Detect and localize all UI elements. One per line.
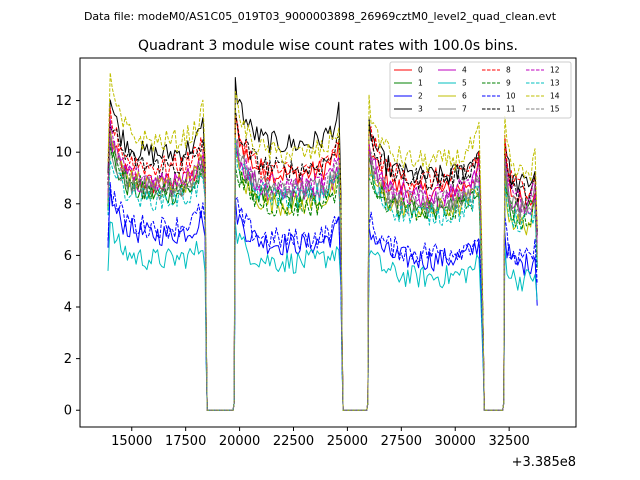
- series-line-12: [107, 118, 538, 411]
- legend-label-15: 15: [550, 105, 560, 114]
- y-tick-label: 8: [64, 197, 72, 212]
- x-tick-label: 25000: [327, 434, 368, 449]
- legend-label-4: 4: [462, 66, 467, 75]
- series-line-2: [107, 187, 538, 411]
- plot-series: [107, 72, 538, 411]
- plot-frame: [79, 57, 577, 428]
- y-tick-label: 12: [55, 94, 72, 109]
- series-line-10: [107, 182, 538, 411]
- legend-label-12: 12: [550, 66, 560, 75]
- legend-box: [389, 61, 572, 119]
- series-line-5: [107, 221, 538, 411]
- series-line-15: [107, 134, 538, 411]
- legend-label-10: 10: [506, 92, 516, 101]
- series-line-4: [107, 125, 538, 411]
- legend-label-3: 3: [418, 105, 423, 114]
- x-tick-label: 20000: [219, 434, 260, 449]
- series-line-13: [107, 137, 538, 411]
- x-tick-label: 22500: [273, 434, 314, 449]
- x-axis: 15000 17500 20000 22500 25000 27500 30000 32500: [111, 427, 530, 449]
- legend-label-6: 6: [462, 92, 467, 101]
- x-axis-offset-label: +3.385e8: [512, 455, 576, 470]
- x-tick-label: 17500: [165, 434, 206, 449]
- legend-label-13: 13: [550, 79, 560, 88]
- legend-label-14: 14: [550, 92, 560, 101]
- y-tick-label: 0: [64, 404, 72, 419]
- series-line-8: [107, 107, 538, 411]
- legend-label-2: 2: [418, 92, 423, 101]
- chart-title: Quadrant 3 module wise count rates with …: [138, 38, 518, 54]
- legend-label-1: 1: [418, 79, 423, 88]
- legend-label-8: 8: [506, 66, 511, 75]
- series-line-11: [107, 108, 538, 411]
- series-line-14: [107, 72, 538, 411]
- x-tick-label: 27500: [381, 434, 422, 449]
- x-tick-label: 32500: [488, 434, 529, 449]
- data-file-caption: Data file: modeM0/AS1C05_019T03_90000038…: [84, 10, 557, 23]
- legend-label-5: 5: [462, 79, 467, 88]
- legend-label-7: 7: [462, 105, 467, 114]
- legend-label-0: 0: [418, 66, 423, 75]
- x-tick-label: 30000: [435, 434, 476, 449]
- y-tick-label: 4: [64, 301, 72, 316]
- series-line-1: [107, 139, 538, 411]
- x-tick-label: 15000: [111, 434, 152, 449]
- series-line-3: [107, 77, 538, 411]
- y-tick-label: 6: [64, 249, 72, 264]
- y-axis: 0 2 4 6 8 10 12: [55, 94, 80, 419]
- legend-label-9: 9: [506, 79, 511, 88]
- y-tick-label: 10: [55, 146, 72, 161]
- y-tick-label: 2: [64, 352, 72, 367]
- legend-label-11: 11: [506, 105, 516, 114]
